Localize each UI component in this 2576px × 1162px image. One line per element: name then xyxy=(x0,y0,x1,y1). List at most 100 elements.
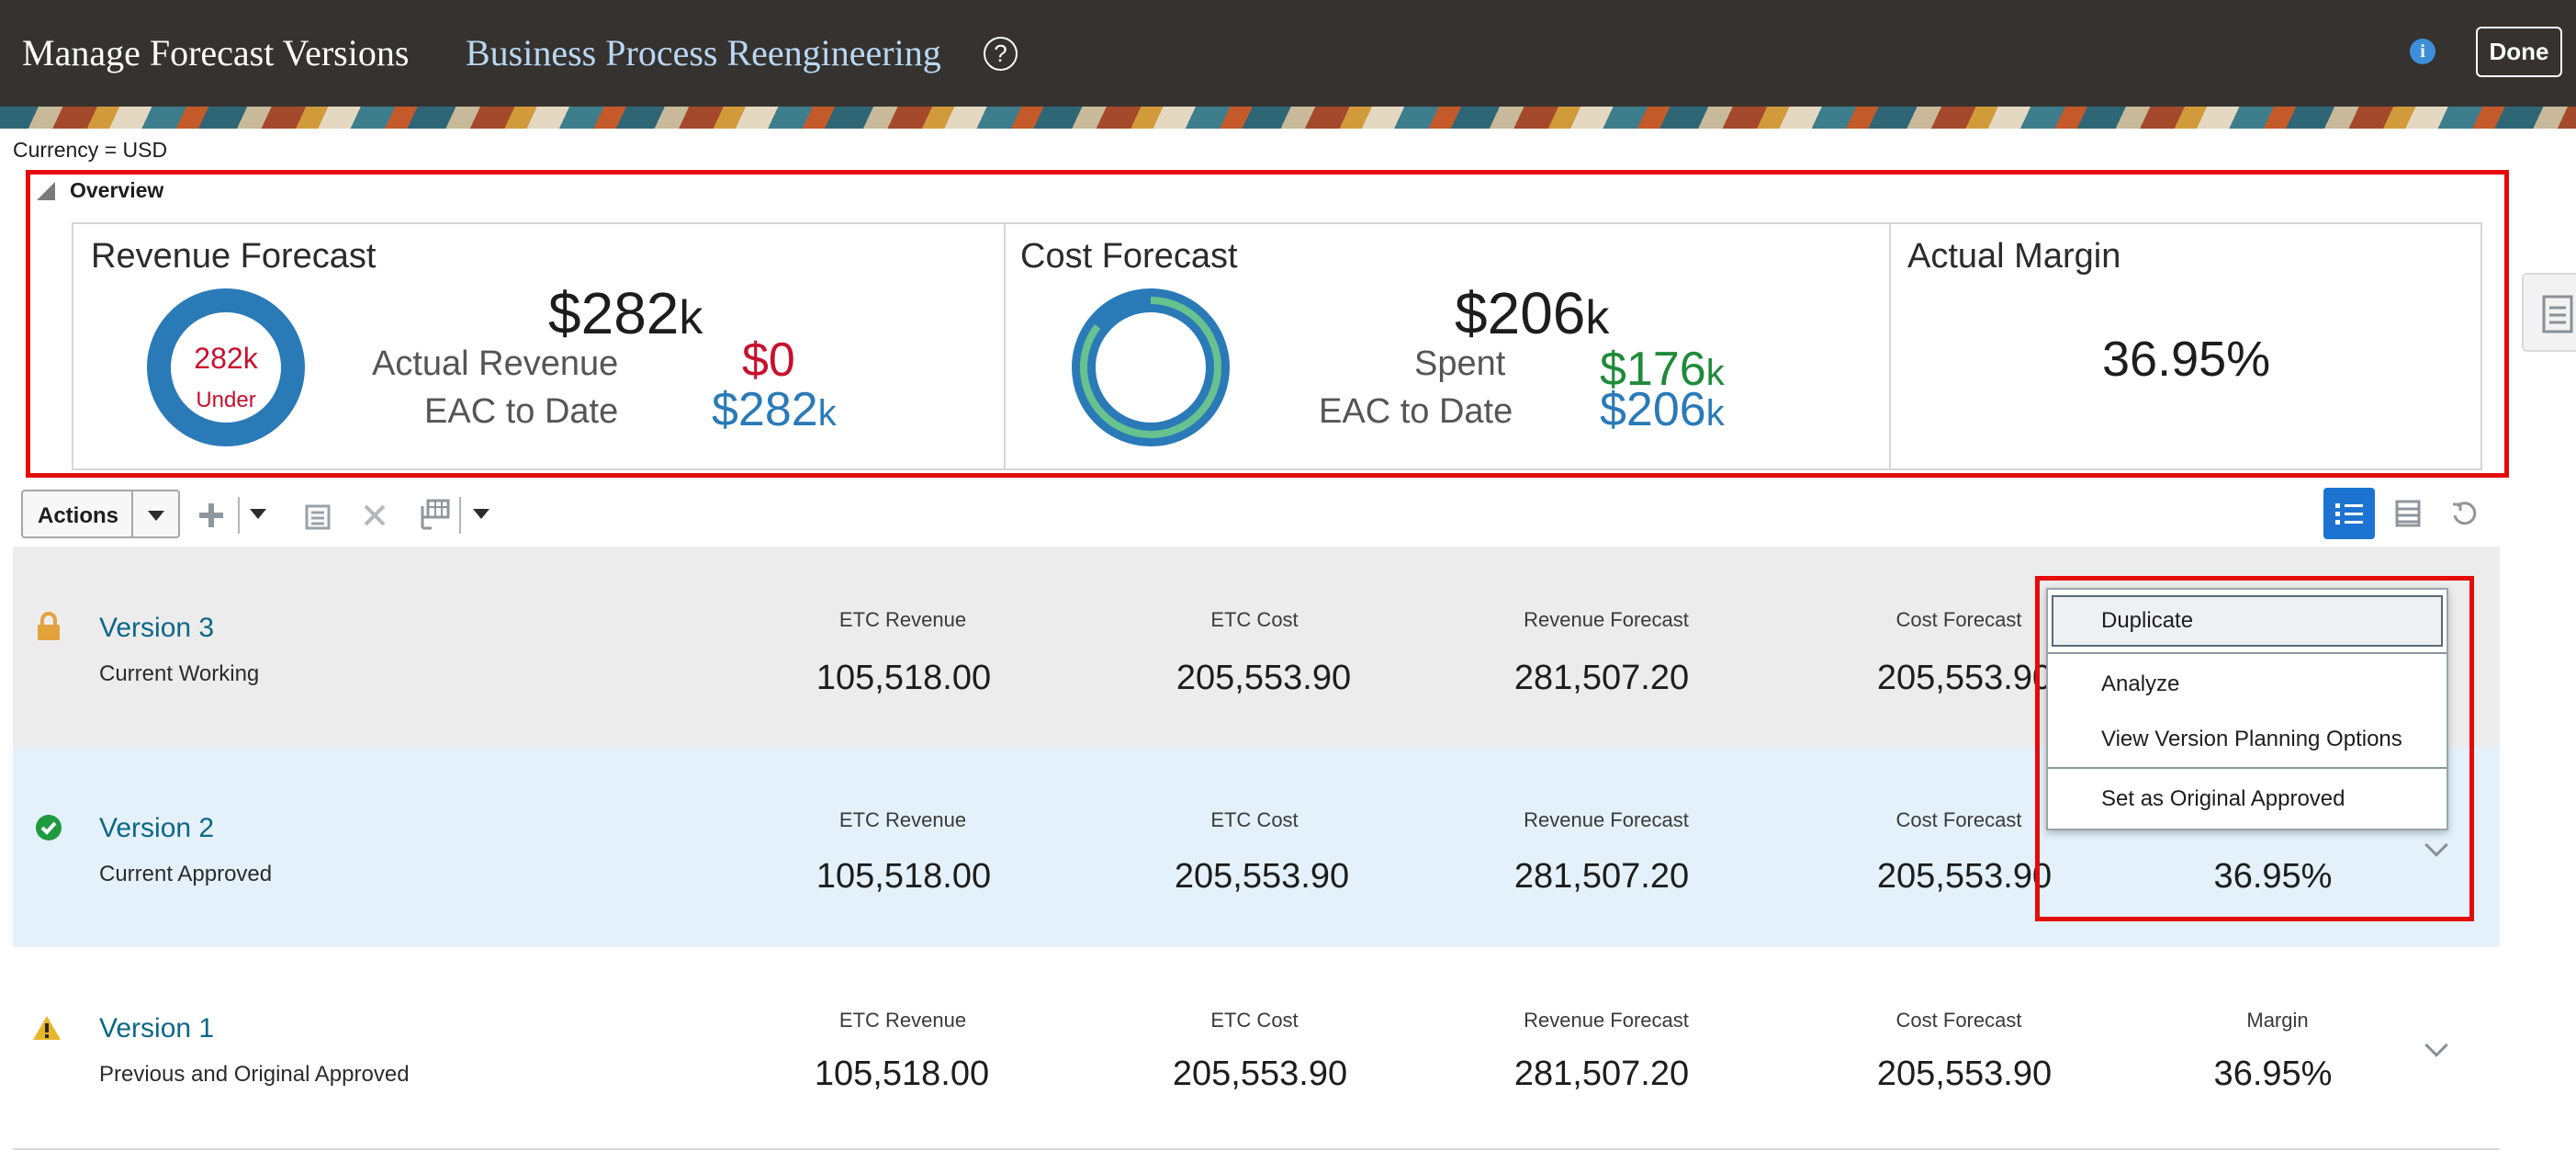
list-view-icon-line xyxy=(2345,513,2363,515)
cost-forecast-label: Cost Forecast xyxy=(1895,808,2022,831)
revenue-forecast-label: Revenue Forecast xyxy=(1524,1009,1689,1032)
etc-revenue-label: ETC Revenue xyxy=(838,1009,967,1032)
revenue-donut-status: Under xyxy=(196,388,256,412)
table-view-icon[interactable] xyxy=(2394,500,2422,527)
cost-eac-value: $206 xyxy=(1600,383,1706,436)
revenue-forecast-panel: Revenue Forecast 282k Under $282k Actual… xyxy=(72,222,1006,470)
page-title: Manage Forecast Versions xyxy=(22,32,410,73)
overview-label[interactable]: Overview xyxy=(70,178,164,202)
actual-revenue-value: $0 xyxy=(742,333,795,387)
version-status: Previous and Original Approved xyxy=(99,1062,410,1087)
revenue-donut xyxy=(147,288,305,446)
cost-eac-label: EAC to Date xyxy=(1319,392,1513,431)
add-icon[interactable] xyxy=(197,502,225,529)
spent-label: Spent xyxy=(1414,344,1506,383)
list-bottom-divider xyxy=(13,1148,2500,1150)
side-panel-tab[interactable] xyxy=(2522,273,2576,352)
actual-margin-value: 36.95% xyxy=(2102,332,2271,387)
cost-total-suffix: k xyxy=(1585,291,1610,344)
revenue-eac-suffix: k xyxy=(817,393,837,434)
spent-amount: $176k xyxy=(1600,342,1725,397)
menu-item-view-planning-options[interactable]: View Version Planning Options xyxy=(2101,727,2402,751)
version-row[interactable]: Version 1 Previous and Original Approved… xyxy=(13,947,2500,1147)
etc-cost-label: ETC Cost xyxy=(1210,1009,1299,1032)
etc-revenue-value: 105,518.00 xyxy=(816,857,992,896)
margin-value: 36.95% xyxy=(2213,1055,2333,1093)
cost-forecast-label: Cost Forecast xyxy=(1895,608,2022,631)
revenue-total-value: $282 xyxy=(548,280,680,346)
version-status: Current Approved xyxy=(99,862,273,886)
cost-forecast-value: 205,553.90 xyxy=(1876,1055,2053,1093)
spent-suffix: k xyxy=(1705,353,1725,393)
expand-chevron-icon[interactable] xyxy=(2424,1033,2448,1057)
version-context-menu: Duplicate Analyze View Version Planning … xyxy=(2046,588,2448,830)
etc-revenue-label: ETC Revenue xyxy=(838,608,967,631)
refresh-icon[interactable] xyxy=(2450,499,2480,528)
spent-value: $176 xyxy=(1600,343,1706,396)
revenue-forecast-value: 281,507.20 xyxy=(1513,857,1690,896)
actual-margin-panel: Actual Margin 36.95% xyxy=(1889,222,2482,470)
cost-forecast-value: 205,553.90 xyxy=(1876,659,2053,697)
version-name-link[interactable]: Version 2 xyxy=(99,813,215,843)
actions-menu-button[interactable]: Actions xyxy=(21,490,180,538)
actual-margin-title: Actual Margin xyxy=(1907,237,2121,276)
toolbar-separator xyxy=(238,497,240,534)
actions-dropdown-icon[interactable] xyxy=(148,511,164,521)
menu-highlight xyxy=(2035,576,2474,921)
copy-icon[interactable] xyxy=(303,501,332,530)
list-view-button[interactable] xyxy=(2323,488,2375,539)
revenue-total-suffix: k xyxy=(679,291,703,344)
margin-value: 36.95% xyxy=(2213,857,2333,896)
etc-cost-value: 205,553.90 xyxy=(1174,857,1350,896)
done-button[interactable]: Done xyxy=(2476,27,2562,77)
menu-separator xyxy=(2048,767,2447,769)
etc-revenue-value: 105,518.00 xyxy=(816,659,992,697)
decorative-banner xyxy=(0,107,2576,129)
etc-revenue-value: 105,518.00 xyxy=(814,1055,990,1093)
margin-label: Margin xyxy=(2246,1009,2309,1032)
menu-separator xyxy=(2048,652,2447,654)
etc-revenue-label: ETC Revenue xyxy=(838,808,967,831)
collapse-triangle-icon[interactable] xyxy=(37,182,55,200)
page-header: Manage Forecast Versions Business Proces… xyxy=(0,0,2576,107)
columns-dropdown-icon[interactable] xyxy=(473,509,489,519)
list-view-icon xyxy=(2335,503,2340,508)
menu-item-analyze[interactable]: Analyze xyxy=(2101,671,2180,696)
add-dropdown-icon[interactable] xyxy=(250,509,266,519)
revenue-eac-label: EAC to Date xyxy=(424,392,619,431)
list-view-icon-line xyxy=(2345,521,2363,524)
cost-forecast-value: 205,553.90 xyxy=(1876,857,2053,896)
actual-revenue-label: Actual Revenue xyxy=(372,344,619,383)
etc-cost-label: ETC Cost xyxy=(1210,808,1299,831)
etc-cost-value: 205,553.90 xyxy=(1172,1055,1348,1093)
info-icon[interactable]: i xyxy=(2410,39,2435,64)
cost-forecast-panel: Cost Forecast $206k Spent $176k EAC to D… xyxy=(1004,222,1891,470)
warning-icon xyxy=(33,1016,61,1040)
version-name-link[interactable]: Version 3 xyxy=(99,613,215,643)
version-status: Current Working xyxy=(99,661,260,686)
etc-cost-label: ETC Cost xyxy=(1210,608,1299,631)
cost-total: $206k xyxy=(1455,279,1609,347)
revenue-forecast-label: Revenue Forecast xyxy=(1524,608,1689,631)
menu-item-duplicate[interactable]: Duplicate xyxy=(2052,595,2443,647)
delete-icon[interactable] xyxy=(362,502,388,528)
version-name-link[interactable]: Version 1 xyxy=(99,1013,215,1044)
revenue-forecast-value: 281,507.20 xyxy=(1513,1055,1690,1093)
revenue-total: $282k xyxy=(548,279,703,347)
help-icon[interactable]: ? xyxy=(984,37,1018,71)
lock-icon xyxy=(38,612,60,640)
list-view-icon-line xyxy=(2345,504,2363,507)
document-icon xyxy=(2542,295,2573,333)
etc-cost-value: 205,553.90 xyxy=(1176,659,1352,697)
check-circle-icon xyxy=(36,815,62,840)
cost-spent-arc xyxy=(1080,297,1221,438)
cost-forecast-label: Cost Forecast xyxy=(1895,1009,2022,1032)
revenue-donut-value: 282k xyxy=(194,342,258,375)
project-name: Business Process Reengineering xyxy=(466,32,941,73)
columns-icon[interactable] xyxy=(419,499,450,532)
revenue-forecast-label: Revenue Forecast xyxy=(1524,808,1689,831)
menu-item-set-original-approved[interactable]: Set as Original Approved xyxy=(2101,786,2345,811)
toolbar-separator xyxy=(459,497,461,534)
actions-label: Actions xyxy=(38,503,119,528)
currency-label: Currency = USD xyxy=(13,138,168,162)
